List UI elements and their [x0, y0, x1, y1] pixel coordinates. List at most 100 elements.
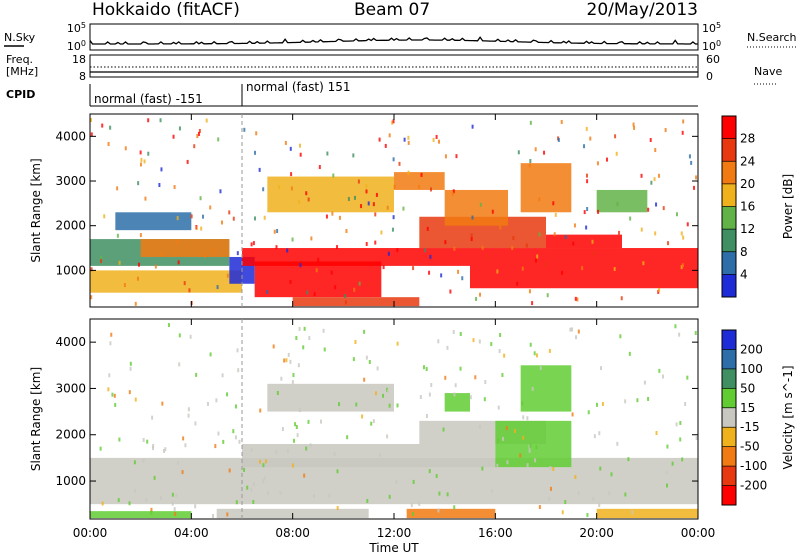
echo-speckle: [164, 447, 166, 451]
echo-speckle: [235, 404, 237, 408]
echo-speckle: [402, 207, 404, 211]
power-echo-region: [546, 235, 622, 248]
echo-speckle: [534, 351, 536, 355]
x-tick-label: 12:00: [377, 526, 412, 540]
echo-speckle: [586, 207, 588, 211]
echo-speckle: [246, 486, 248, 490]
echo-speckle: [602, 402, 604, 406]
echo-speckle: [429, 255, 431, 259]
echo-speckle: [278, 185, 280, 189]
echo-speckle: [326, 215, 328, 219]
echo-speckle: [291, 186, 293, 190]
echo-speckle: [375, 391, 377, 395]
echo-speckle: [474, 375, 476, 379]
echo-speckle: [288, 353, 290, 357]
echo-speckle: [624, 493, 626, 497]
echo-speckle: [299, 408, 301, 412]
echo-speckle: [243, 128, 245, 132]
echo-speckle: [233, 217, 235, 221]
power-echo-region: [445, 190, 508, 226]
echo-speckle: [387, 389, 389, 393]
echo-speckle: [100, 259, 102, 263]
nave-tick-bottom: 0: [706, 70, 713, 83]
echo-speckle: [540, 366, 542, 370]
colorbar-tick-label: 16: [740, 200, 755, 214]
colorbar-tick-label: 12: [740, 222, 755, 236]
echo-speckle: [174, 512, 176, 516]
echo-speckle: [300, 153, 302, 157]
colorbar-swatch: [722, 369, 736, 388]
echo-speckle: [125, 146, 127, 150]
velocity-echo-region: [597, 509, 698, 518]
echo-speckle: [379, 138, 381, 142]
echo-speckle: [160, 167, 162, 171]
echo-speckle: [682, 236, 684, 240]
power-echo-region: [521, 163, 572, 212]
beam-label: Beam 07: [354, 0, 430, 20]
echo-speckle: [254, 151, 256, 155]
velocity-echo-region: [267, 384, 394, 412]
echo-speckle: [158, 183, 160, 187]
echo-speckle: [177, 216, 179, 220]
echo-speckle: [366, 499, 368, 503]
echo-speckle: [345, 300, 347, 304]
power-echo-region: [597, 190, 648, 212]
echo-speckle: [658, 288, 660, 292]
echo-speckle: [413, 480, 415, 484]
echo-speckle: [430, 383, 432, 387]
echo-speckle: [298, 200, 300, 204]
echo-speckle: [279, 491, 281, 495]
echo-speckle: [147, 118, 149, 122]
echo-speckle: [217, 285, 219, 289]
echo-speckle: [237, 251, 239, 255]
echo-speckle: [666, 471, 668, 475]
echo-speckle: [370, 422, 372, 426]
echo-speckle: [377, 366, 379, 370]
echo-speckle: [299, 144, 301, 148]
echo-speckle: [264, 216, 266, 220]
echo-speckle: [608, 491, 610, 495]
echo-speckle: [424, 248, 426, 252]
x-tick-label: 00:00: [681, 526, 716, 540]
echo-speckle: [529, 289, 531, 293]
echo-speckle: [658, 174, 660, 178]
echo-speckle: [353, 288, 355, 292]
x-tick-label: 20:00: [579, 526, 614, 540]
echo-speckle: [444, 240, 446, 244]
echo-speckle: [243, 468, 245, 472]
echo-speckle: [641, 228, 643, 232]
echo-speckle: [200, 196, 202, 200]
freq-panel: [90, 55, 698, 77]
colorbar-swatch: [722, 161, 736, 184]
echo-speckle: [373, 419, 375, 423]
echo-speckle: [337, 506, 339, 510]
echo-speckle: [631, 510, 633, 514]
echo-speckle: [100, 447, 102, 451]
velocity-echo-region: [407, 509, 496, 518]
echo-speckle: [190, 335, 192, 339]
echo-speckle: [437, 339, 439, 343]
echo-speckle: [228, 210, 230, 214]
colorbar-swatch: [722, 184, 736, 207]
echo-speckle: [512, 236, 514, 240]
echo-speckle: [138, 263, 140, 267]
colorbar-swatch: [722, 349, 736, 368]
echo-speckle: [480, 203, 482, 207]
echo-speckle: [382, 394, 384, 398]
echo-speckle: [479, 293, 481, 297]
echo-speckle: [198, 132, 200, 136]
echo-speckle: [575, 297, 577, 301]
echo-speckle: [297, 433, 299, 437]
echo-speckle: [423, 365, 425, 369]
echo-speckle: [354, 196, 356, 200]
echo-speckle: [285, 141, 287, 145]
echo-speckle: [446, 346, 448, 350]
echo-speckle: [229, 468, 231, 472]
power-echo-region: [267, 177, 394, 213]
colorbar-tick-label: 50: [740, 381, 755, 395]
echo-speckle: [695, 331, 697, 335]
echo-speckle: [544, 263, 546, 267]
echo-speckle: [331, 212, 333, 216]
echo-speckle: [593, 252, 595, 256]
echo-speckle: [214, 444, 216, 448]
